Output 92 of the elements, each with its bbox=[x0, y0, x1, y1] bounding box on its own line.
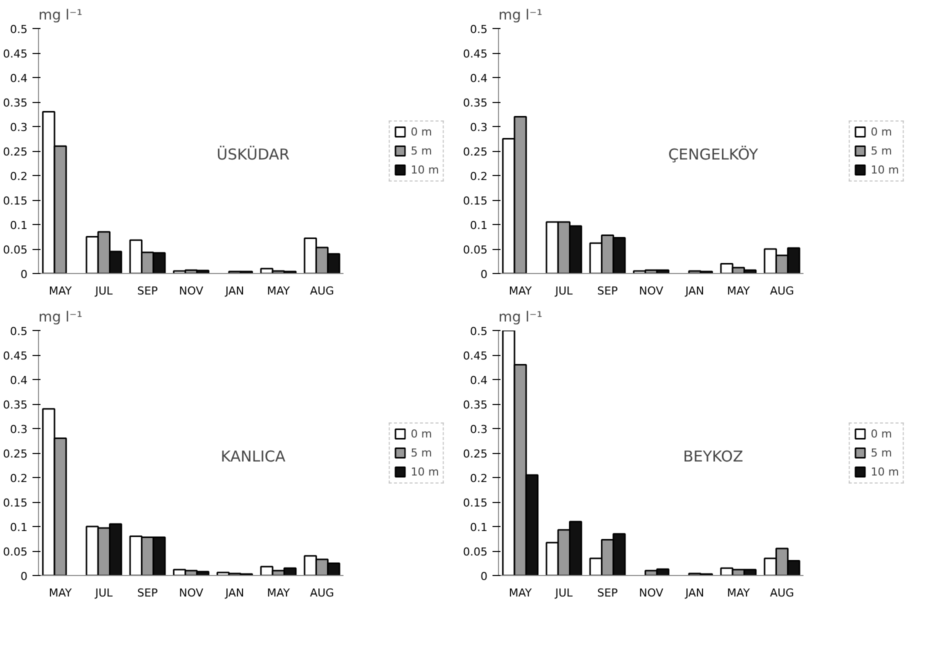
x-tick-label: NOV bbox=[639, 284, 664, 298]
y-tick-label: 0.5 bbox=[470, 325, 488, 338]
y-tick-label: 0.2 bbox=[10, 472, 28, 485]
y-tick-label: 0.5 bbox=[10, 23, 28, 36]
y-tick-label: 0.5 bbox=[470, 23, 488, 36]
x-tick-label: AUG bbox=[310, 586, 334, 600]
y-tick-label: 0.3 bbox=[10, 423, 28, 436]
x-tick-label: SEP bbox=[597, 586, 618, 600]
y-tick-label: 0.1 bbox=[470, 521, 488, 534]
y-tick-label: 0.2 bbox=[10, 170, 28, 183]
legend-label: 0 m bbox=[870, 125, 892, 138]
y-tick-label: 0.5 bbox=[10, 325, 28, 338]
y-tick-label: 0.25 bbox=[3, 448, 28, 460]
x-tick-label: MAY bbox=[726, 284, 750, 298]
x-tick-label: NOV bbox=[179, 284, 204, 298]
x-tick-label: NOV bbox=[639, 586, 664, 600]
y-tick-label: 0.05 bbox=[3, 244, 28, 256]
legend-label: 5 m bbox=[410, 446, 432, 459]
y-tick-label: 0.3 bbox=[470, 121, 488, 134]
y-tick-label: 0 bbox=[480, 268, 488, 281]
y-tick-label: 0 bbox=[20, 570, 28, 583]
x-tick-label: JAN bbox=[684, 284, 704, 298]
legend-label: 0 m bbox=[870, 427, 892, 440]
legend-label: 5 m bbox=[870, 144, 892, 157]
x-tick-label: NOV bbox=[179, 586, 204, 600]
x-tick-label: MAY bbox=[48, 284, 72, 298]
x-tick-label: JAN bbox=[224, 586, 244, 600]
x-tick-label: MAY bbox=[508, 284, 532, 298]
y-tick-label: 0.1 bbox=[10, 219, 28, 232]
x-tick-label: SEP bbox=[137, 586, 158, 600]
y-tick-label: 0.15 bbox=[463, 496, 488, 510]
text: ÜSKÜDAR bbox=[216, 145, 290, 164]
y-tick-label: 0.35 bbox=[463, 96, 488, 110]
x-tick-label: MAY bbox=[508, 586, 532, 600]
y-tick-label: 0.45 bbox=[3, 350, 28, 362]
y-tick-label: 0.15 bbox=[3, 194, 28, 208]
y-tick-label: 0.25 bbox=[3, 146, 28, 158]
y-tick-label: 0.35 bbox=[463, 398, 488, 412]
y-axis-title: mg l⁻¹ bbox=[498, 310, 542, 326]
x-tick-label: AUG bbox=[770, 586, 794, 600]
legend-label: 10 m bbox=[870, 465, 899, 478]
y-tick-label: 0.45 bbox=[463, 350, 488, 362]
y-tick-label: 0.05 bbox=[463, 244, 488, 256]
x-tick-label: JAN bbox=[224, 284, 244, 298]
y-axis-title: mg l⁻¹ bbox=[498, 8, 542, 24]
x-tick-label: AUG bbox=[770, 284, 794, 298]
legend-label: 10 m bbox=[410, 163, 439, 176]
x-tick-label: AUG bbox=[310, 284, 334, 298]
y-tick-label: 0.25 bbox=[463, 448, 488, 460]
y-tick-label: 0.4 bbox=[10, 374, 28, 387]
y-tick-label: 0.05 bbox=[463, 546, 488, 558]
x-tick-label: MAY bbox=[266, 284, 290, 298]
x-tick-label: JAN bbox=[684, 586, 704, 600]
y-tick-label: 0.4 bbox=[10, 72, 28, 85]
legend-label: 0 m bbox=[410, 125, 432, 138]
x-tick-label: MAY bbox=[726, 586, 750, 600]
y-tick-label: 0.1 bbox=[470, 219, 488, 232]
y-tick-label: 0.15 bbox=[3, 496, 28, 510]
y-axis-title: mg l⁻¹ bbox=[38, 8, 82, 24]
legend-label: 5 m bbox=[870, 446, 892, 459]
legend-label: 5 m bbox=[410, 144, 432, 157]
y-tick-label: 0 bbox=[20, 268, 28, 281]
x-tick-label: SEP bbox=[137, 284, 158, 298]
text: KANLICA bbox=[220, 447, 286, 466]
x-tick-label: JUL bbox=[554, 284, 574, 298]
y-tick-label: 0.3 bbox=[470, 423, 488, 436]
y-tick-label: 0.05 bbox=[3, 546, 28, 558]
legend-label: 10 m bbox=[410, 465, 439, 478]
x-tick-label: JUL bbox=[94, 284, 114, 298]
y-tick-label: 0.2 bbox=[470, 170, 488, 183]
y-tick-label: 0 bbox=[480, 570, 488, 583]
legend-label: 0 m bbox=[410, 427, 432, 440]
y-tick-label: 0.4 bbox=[470, 374, 488, 387]
y-tick-label: 0.3 bbox=[10, 121, 28, 134]
y-tick-label: 0.45 bbox=[463, 48, 488, 60]
x-tick-label: MAY bbox=[266, 586, 290, 600]
y-tick-label: 0.4 bbox=[470, 72, 488, 85]
x-tick-label: JUL bbox=[554, 586, 574, 600]
y-tick-label: 0.2 bbox=[470, 472, 488, 485]
y-tick-label: 0.1 bbox=[10, 521, 28, 534]
x-tick-label: MAY bbox=[48, 586, 72, 600]
y-tick-label: 0.15 bbox=[463, 194, 488, 208]
y-tick-label: 0.35 bbox=[3, 398, 28, 412]
legend-label: 10 m bbox=[870, 163, 899, 176]
x-tick-label: JUL bbox=[94, 586, 114, 600]
text: ÇENGELKÖY bbox=[668, 145, 759, 164]
y-axis-title: mg l⁻¹ bbox=[38, 310, 82, 326]
text: BEYKOZ bbox=[683, 447, 744, 466]
y-tick-label: 0.45 bbox=[3, 48, 28, 60]
x-tick-label: SEP bbox=[597, 284, 618, 298]
y-tick-label: 0.25 bbox=[463, 146, 488, 158]
y-tick-label: 0.35 bbox=[3, 96, 28, 110]
